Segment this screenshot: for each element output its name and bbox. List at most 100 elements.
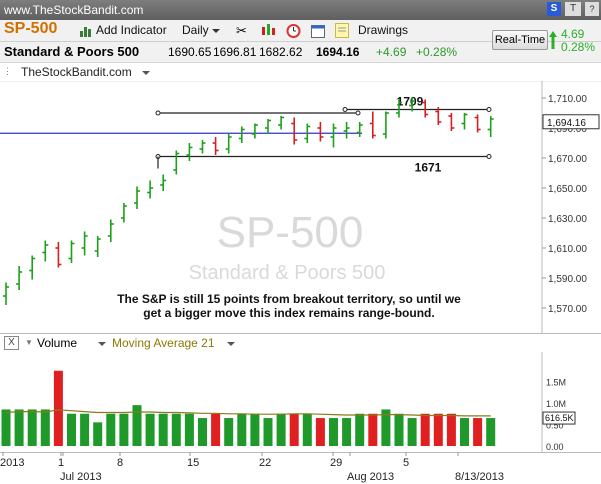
volume-axis-label: 1.0M xyxy=(546,399,566,409)
volume-bar xyxy=(67,413,76,446)
collapse-icon[interactable]: ▼ xyxy=(25,338,33,347)
alarm-clock-icon[interactable] xyxy=(286,23,301,41)
resistance-anchor xyxy=(342,107,348,112)
quote-high: 1696.81 xyxy=(213,45,257,59)
ohlc-bar xyxy=(422,99,429,118)
tools-icon[interactable]: ✂ xyxy=(236,23,247,38)
x-axis-label: 15 xyxy=(187,457,199,469)
volume-bar xyxy=(473,418,483,446)
up-arrow-icon xyxy=(548,30,558,55)
ohlc-bar xyxy=(343,122,350,139)
volume-bar xyxy=(329,418,338,446)
site-url: www.TheStockBandit.com xyxy=(4,3,144,17)
volume-last-label: 616.5K xyxy=(545,413,574,423)
volume-bar xyxy=(446,413,456,446)
price-chart: SP-500 Standard & Poors 500 1709 1671 1,7… xyxy=(0,81,601,333)
ohlc-bar xyxy=(356,122,363,137)
volume-bar xyxy=(460,418,469,446)
ohlc-bar xyxy=(474,114,481,133)
ohlc-bar xyxy=(3,282,9,305)
chart-style-icon[interactable] xyxy=(261,23,277,40)
text-size-icon[interactable]: T xyxy=(565,2,581,16)
ohlc-bar xyxy=(120,203,127,223)
ohlc-bar xyxy=(291,117,298,145)
ohlc-bar xyxy=(199,140,206,154)
quote-change: +4.69 xyxy=(376,45,407,59)
ohlc-bar xyxy=(29,255,36,280)
range-top-anchor xyxy=(355,110,361,116)
price-axis-label: 1,650.00 xyxy=(548,184,587,195)
symbol-input[interactable]: SP-500 xyxy=(4,20,58,37)
help-icon[interactable]: ? xyxy=(585,2,599,16)
volume-axis-label: 1.5M xyxy=(546,378,566,388)
ohlc-bar xyxy=(251,123,258,139)
volume-bar xyxy=(224,418,234,446)
source-row: ⋮ TheStockBandit.com xyxy=(0,63,601,81)
ohlc-bar xyxy=(107,219,114,242)
price-axis-label: 1,630.00 xyxy=(548,214,587,225)
drawings-button[interactable]: Drawings xyxy=(358,23,409,37)
period-select[interactable]: Daily xyxy=(182,23,209,37)
volume-bar xyxy=(14,409,24,446)
resistance-label: 1709 xyxy=(397,95,424,109)
volume-bar xyxy=(1,409,11,446)
ohlc-bar xyxy=(304,123,311,143)
chevron-down-icon[interactable] xyxy=(227,342,235,346)
ohlc-bar xyxy=(238,126,245,143)
ohlc-bar xyxy=(487,116,494,137)
chevron-down-icon[interactable] xyxy=(142,71,150,75)
volume-bar xyxy=(368,413,378,446)
support-anchor xyxy=(486,154,492,159)
volume-bar xyxy=(250,413,260,446)
volume-bar xyxy=(263,418,273,446)
realtime-change: 4.69 xyxy=(561,27,585,41)
close-icon[interactable]: X xyxy=(4,336,19,350)
drag-handle-icon[interactable]: ⋮ xyxy=(3,66,12,76)
ohlc-bar xyxy=(265,119,271,134)
note-icon[interactable] xyxy=(335,23,349,41)
volume-bar xyxy=(198,418,207,446)
realtime-change-pct: 0.28% xyxy=(561,40,596,54)
volume-axis-label: 0.50 xyxy=(546,421,564,431)
price-axis-label: 1,590.00 xyxy=(548,274,587,285)
price-axis-label: 1,570.00 xyxy=(548,304,587,315)
x-axis-label: 29 xyxy=(330,457,342,469)
volume-bar xyxy=(420,413,430,446)
chevron-down-icon[interactable] xyxy=(212,29,220,33)
source-label[interactable]: TheStockBandit.com xyxy=(21,65,132,79)
volume-last-box xyxy=(542,411,576,425)
volume-bar xyxy=(289,413,299,446)
quote-change-pct: +0.28% xyxy=(416,45,458,59)
x-axis-label: Jul 2013 xyxy=(60,471,102,483)
last-price-label: 1,694.16 xyxy=(547,118,586,129)
realtime-button[interactable]: Real-Time xyxy=(492,30,548,50)
watermark-symbol: SP-500 xyxy=(217,208,364,257)
ohlc-bar xyxy=(435,107,442,125)
social-share-icon[interactable]: S xyxy=(547,2,561,16)
volume-bar xyxy=(158,413,168,446)
x-axis-label: 8/13/2013 xyxy=(455,471,504,483)
volume-bar xyxy=(315,418,325,446)
volume-bar xyxy=(171,413,181,446)
ohlc-bar xyxy=(212,137,219,155)
volume-bar xyxy=(342,418,352,446)
chevron-down-icon[interactable] xyxy=(98,342,106,346)
moving-average-label: Moving Average 21 xyxy=(112,336,215,350)
price-axis-label: 1,670.00 xyxy=(548,154,587,165)
volume-bar xyxy=(211,413,221,446)
ohlc-bar xyxy=(42,240,49,262)
volume-bar xyxy=(119,413,129,446)
volume-bar xyxy=(394,413,404,446)
calendar-icon[interactable] xyxy=(311,23,325,41)
volume-panel-header: X ▼ Volume Moving Average 21 xyxy=(0,333,601,352)
toolbar: SP-500 Add Indicator Daily ✂ Drawings xyxy=(0,20,601,42)
x-axis-label: Aug 2013 xyxy=(347,471,394,483)
last-price-box xyxy=(542,114,600,130)
ohlc-bar xyxy=(278,116,285,130)
quote-last: 1694.16 xyxy=(316,45,360,59)
add-indicator-button[interactable]: Add Indicator xyxy=(96,23,167,37)
price-axis-label: 1,710.00 xyxy=(548,94,587,105)
add-indicator-icon[interactable] xyxy=(79,24,93,37)
quote-header: Standard & Poors 500 1690.65 1696.81 168… xyxy=(0,42,601,63)
x-axis-label: 22 xyxy=(259,457,271,469)
